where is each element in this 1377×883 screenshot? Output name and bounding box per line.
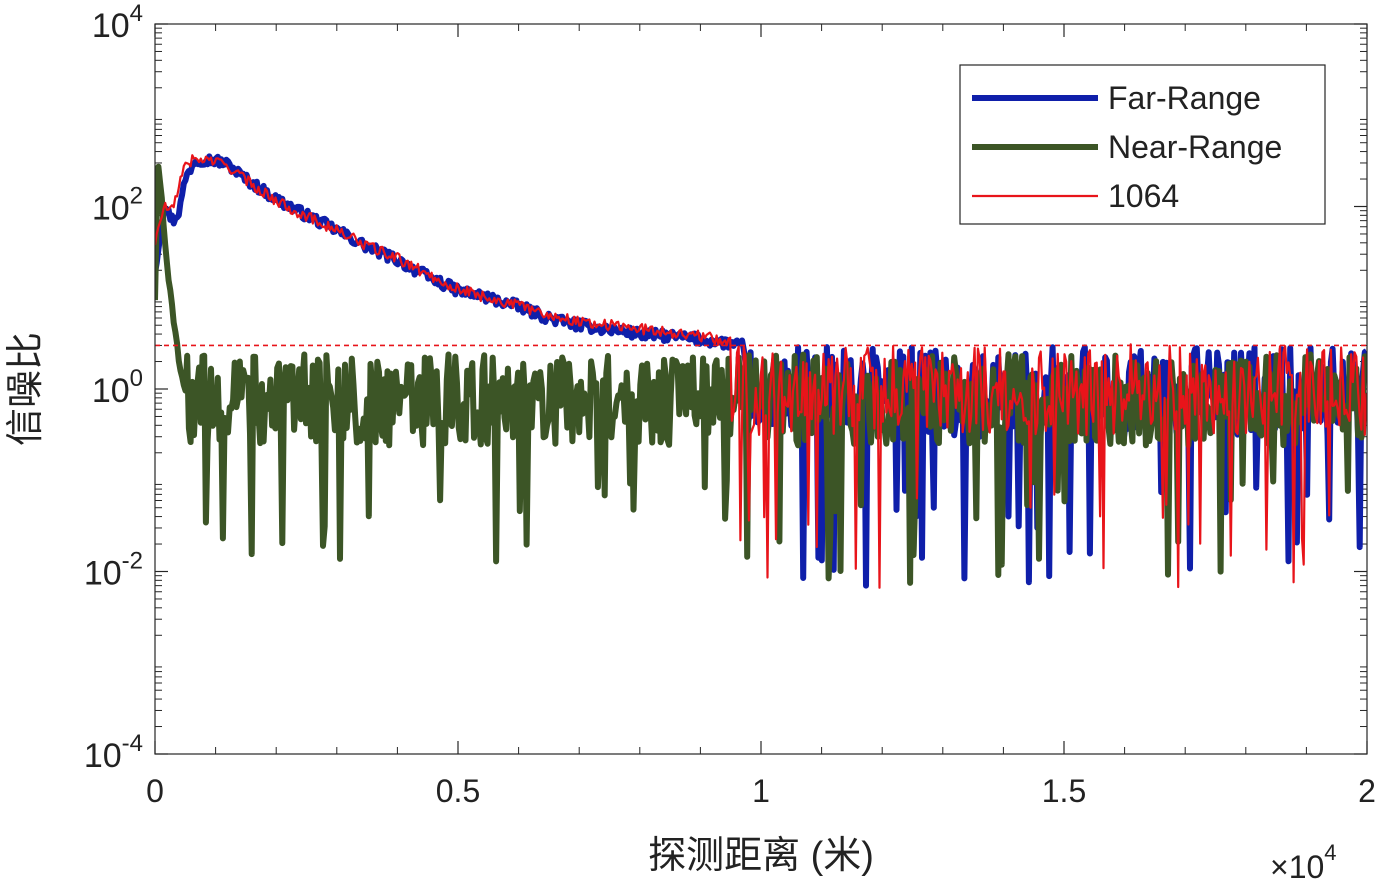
legend-label: 1064 <box>1108 178 1179 214</box>
legend-label: Near-Range <box>1108 129 1282 165</box>
x-tick-label: 1 <box>752 773 770 809</box>
y-tick-power: -2 <box>122 548 143 575</box>
y-tick-label: 104 <box>92 0 143 45</box>
y-tick-power: 2 <box>130 183 143 210</box>
y-tick-label: 10-4 <box>84 730 143 775</box>
x-tick-label: 1.5 <box>1042 773 1086 809</box>
legend: Far-Range Near-Range 1064 <box>960 65 1325 224</box>
y-axis-label: 信噪比 <box>5 332 47 446</box>
x-axis-label: 探测距离 (米) <box>648 835 874 877</box>
y-tick-label: 102 <box>92 183 143 228</box>
x-exponent-power: 4 <box>1324 840 1336 865</box>
x-tick-label: 0.5 <box>436 773 480 809</box>
y-tick-power: 4 <box>130 0 143 27</box>
y-tick-power: 0 <box>130 365 143 392</box>
legend-label: Far-Range <box>1108 80 1261 116</box>
x-tick-labels: 0 0.5 1 1.5 2 <box>146 773 1376 809</box>
x-exponent-base: ×10 <box>1270 849 1324 883</box>
y-tick-base: 10 <box>84 555 122 593</box>
x-tick-label: 0 <box>146 773 164 809</box>
y-tick-base: 10 <box>84 737 122 775</box>
x-tick-label: 2 <box>1358 773 1376 809</box>
y-tick-power: -4 <box>122 730 143 757</box>
y-tick-base: 10 <box>92 372 130 410</box>
y-tick-label: 100 <box>92 365 143 410</box>
y-tick-label: 10-2 <box>84 548 143 593</box>
y-tick-base: 10 <box>92 190 130 228</box>
x-exponent-label: ×104 <box>1270 840 1337 883</box>
y-tick-base: 10 <box>92 7 130 45</box>
